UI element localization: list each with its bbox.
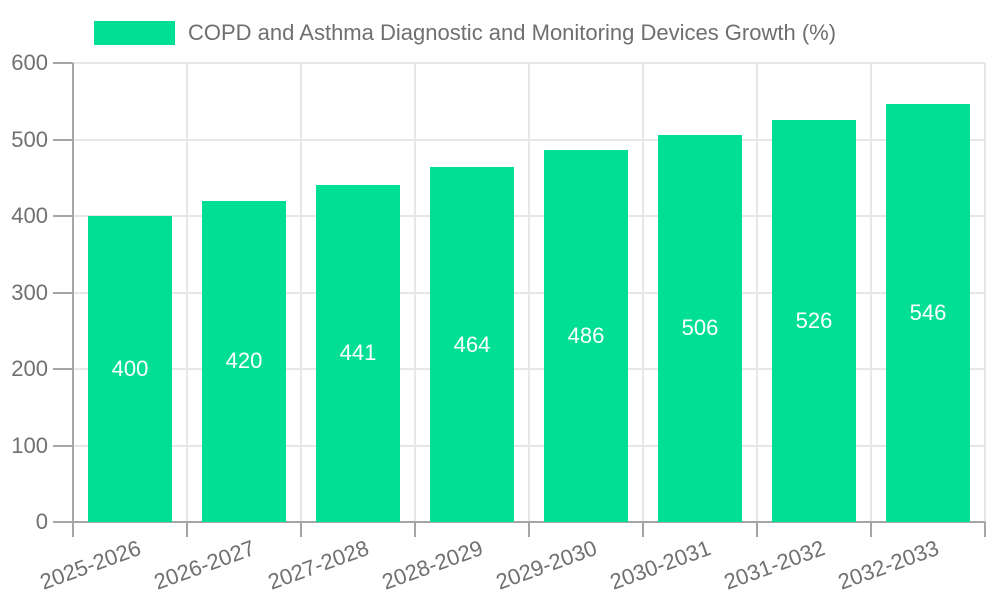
- gridline-vertical: [300, 63, 302, 522]
- y-tick-label: 600: [11, 50, 48, 75]
- bar: [544, 150, 628, 522]
- bar-value-label: 441: [339, 340, 377, 366]
- x-axis-tick: [186, 522, 188, 537]
- x-axis-tick: [756, 522, 758, 537]
- gridline-vertical: [756, 63, 758, 522]
- bar: [772, 119, 856, 522]
- y-tick-label: 100: [11, 432, 48, 458]
- x-axis-tick: [414, 522, 416, 537]
- x-tick-label: 2030-2031: [606, 535, 714, 595]
- bar: [202, 200, 286, 522]
- x-axis-tick: [528, 522, 530, 537]
- y-axis-tick: [53, 444, 73, 447]
- bar: [886, 104, 970, 522]
- gridline-vertical: [186, 63, 188, 522]
- gridline-vertical: [984, 63, 986, 522]
- legend-swatch: [94, 21, 175, 45]
- y-axis-tick: [53, 138, 73, 141]
- bar-value-label: 486: [567, 323, 605, 349]
- bar-value-label: 526: [795, 307, 833, 333]
- x-axis-tick: [642, 522, 644, 537]
- gridline-vertical: [870, 63, 872, 522]
- y-tick-label: 400: [11, 203, 48, 228]
- x-tick-label: 2025-2026: [36, 535, 144, 595]
- x-tick-label: 2032-2033: [834, 535, 942, 595]
- x-axis-tick: [870, 522, 872, 537]
- gridline-vertical: [642, 63, 644, 522]
- y-tick-label: 200: [11, 356, 48, 381]
- y-tick-label: 300: [11, 279, 48, 305]
- x-axis-tick: [984, 522, 986, 537]
- chart-title: COPD and Asthma Diagnostic and Monitorin…: [188, 20, 837, 45]
- y-tick-label: 0: [35, 509, 48, 534]
- x-axis-line: [73, 521, 985, 523]
- x-tick-label: 2029-2030: [492, 535, 600, 595]
- gridline-vertical: [528, 63, 530, 522]
- y-axis-tick: [53, 368, 73, 370]
- y-axis-tick: [53, 291, 73, 294]
- bar: [430, 167, 514, 522]
- bar-value-label: 400: [111, 356, 149, 381]
- bar: [658, 134, 742, 522]
- x-axis-tick: [300, 522, 302, 537]
- bar: [316, 184, 400, 522]
- x-tick-label: 2027-2028: [264, 535, 372, 595]
- bar-value-label: 506: [681, 315, 719, 341]
- bar-value-label: 420: [225, 348, 263, 374]
- y-axis-tick: [53, 215, 73, 217]
- y-axis-line: [72, 63, 74, 522]
- x-axis-tick: [72, 522, 74, 537]
- bar-value-label: 546: [909, 300, 947, 326]
- gridline-vertical: [414, 63, 416, 522]
- bar-value-label: 464: [453, 331, 491, 357]
- y-tick-label: 500: [11, 126, 48, 152]
- y-axis-tick: [53, 521, 73, 523]
- y-axis-tick: [53, 62, 73, 64]
- x-tick-label: 2031-2032: [720, 535, 828, 595]
- bar: [88, 216, 172, 522]
- x-tick-label: 2028-2029: [378, 535, 486, 595]
- x-tick-label: 2026-2027: [150, 535, 258, 595]
- chart-legend: COPD and Asthma Diagnostic and Monitorin…: [94, 20, 836, 46]
